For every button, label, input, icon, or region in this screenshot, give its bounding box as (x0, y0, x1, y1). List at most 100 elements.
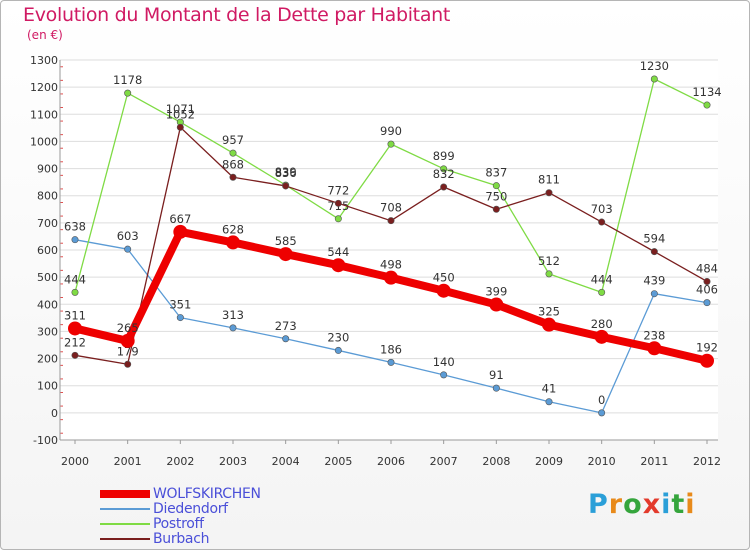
data-point (387, 358, 395, 366)
data-point (384, 270, 398, 285)
data-point (492, 384, 500, 392)
x-tick-label: 2003 (219, 455, 247, 468)
data-label: 230 (327, 330, 349, 344)
data-label: 1178 (113, 73, 142, 87)
data-label: 512 (538, 254, 560, 268)
data-label: 273 (275, 319, 297, 333)
data-point (387, 217, 395, 225)
logo-letter: i (661, 489, 672, 520)
y-tick-label: 800 (37, 190, 58, 203)
data-point (124, 89, 132, 97)
data-point (545, 270, 553, 278)
data-label: 0 (598, 393, 605, 407)
x-tick-label: 2009 (535, 455, 563, 468)
data-label: 41 (542, 382, 557, 396)
data-label: 311 (64, 308, 86, 322)
data-label: 603 (117, 229, 139, 243)
legend-swatch (100, 508, 150, 510)
data-label: 325 (538, 305, 560, 319)
data-point (489, 297, 504, 312)
data-label: 313 (222, 308, 244, 322)
data-label: 772 (327, 183, 349, 197)
data-point (229, 149, 237, 157)
data-point (545, 398, 553, 406)
data-point (492, 182, 500, 190)
data-point (68, 321, 82, 336)
logo-letter: o (623, 489, 643, 520)
data-label: 836 (275, 166, 297, 180)
data-label: 439 (643, 274, 665, 288)
data-label: 212 (64, 335, 86, 349)
legend-swatch (100, 538, 150, 540)
data-label: 837 (485, 166, 507, 180)
series-wolfskirchen: 311 265 667 628 585 544 498 450 399 325 280 238 192 (64, 212, 718, 368)
logo-letter: t (671, 489, 686, 520)
data-label: 839 (275, 165, 297, 179)
data-label: 544 (327, 245, 349, 259)
series-diedendorf: 638 603 351 313 273 230 186 140 91 41 0 439 406 (64, 220, 718, 417)
x-tick-label: 2010 (588, 455, 616, 468)
data-point (650, 75, 658, 83)
data-point (124, 360, 132, 368)
data-label: 628 (222, 222, 244, 236)
y-tick-label: 300 (37, 325, 58, 338)
y-tick-label: 1000 (30, 135, 58, 148)
data-point (650, 290, 658, 298)
data-label: 444 (64, 272, 86, 286)
data-point (647, 341, 662, 356)
legend-label: Burbach (153, 531, 210, 547)
data-label: 450 (433, 271, 455, 285)
data-label: 91 (489, 368, 504, 382)
data-point (334, 346, 342, 354)
data-point (650, 248, 658, 256)
y-tick-label: 1200 (30, 81, 58, 94)
data-label: 140 (433, 355, 455, 369)
data-label: 708 (380, 201, 402, 215)
data-label: 1052 (166, 107, 195, 121)
data-point (440, 165, 448, 173)
data-point (542, 317, 556, 332)
data-point (282, 335, 290, 343)
x-tick-label: 2007 (430, 455, 458, 468)
data-point (71, 351, 79, 359)
data-point (229, 173, 237, 181)
y-tick-label: 100 (37, 380, 58, 393)
data-point (334, 199, 342, 207)
data-label: 1230 (640, 59, 669, 73)
data-label: 498 (380, 258, 402, 272)
data-point (436, 283, 451, 298)
y-tick-label: 500 (37, 271, 58, 284)
data-label: 399 (485, 285, 507, 299)
data-point (598, 288, 606, 296)
data-point (703, 277, 711, 285)
y-tick-label: -100 (33, 434, 58, 447)
data-point (176, 123, 184, 131)
x-tick-label: 2006 (377, 455, 405, 468)
legend-swatch (100, 523, 150, 525)
unit-label: (en €) (27, 28, 63, 42)
x-tick-label: 2012 (693, 455, 721, 468)
data-point (492, 205, 500, 213)
data-label: 444 (591, 272, 613, 286)
data-point (124, 245, 132, 253)
x-tick-label: 2011 (640, 455, 668, 468)
data-label: 484 (696, 261, 718, 275)
data-label: 990 (380, 124, 402, 138)
data-label: 280 (591, 317, 613, 331)
series-burbach: 212 179 1052 868 836 772 708 832 750 811 703 594 484 (64, 107, 718, 368)
y-tick-label: 600 (37, 244, 58, 257)
data-label: 192 (696, 341, 718, 355)
data-label: 585 (275, 234, 297, 248)
y-tick-label: 700 (37, 217, 58, 230)
data-point (176, 314, 184, 322)
data-label: 1071 (166, 102, 195, 116)
data-label: 832 (433, 167, 455, 181)
series-postroff: 4441178107195783971599089983751244412301… (64, 59, 722, 296)
y-tick-label: 1300 (30, 54, 58, 67)
y-tick-label: 900 (37, 163, 58, 176)
data-label: 265 (117, 321, 139, 335)
logo-letter: x (642, 489, 662, 520)
data-point (71, 236, 79, 244)
data-label: 638 (64, 220, 86, 234)
data-point (703, 101, 711, 109)
